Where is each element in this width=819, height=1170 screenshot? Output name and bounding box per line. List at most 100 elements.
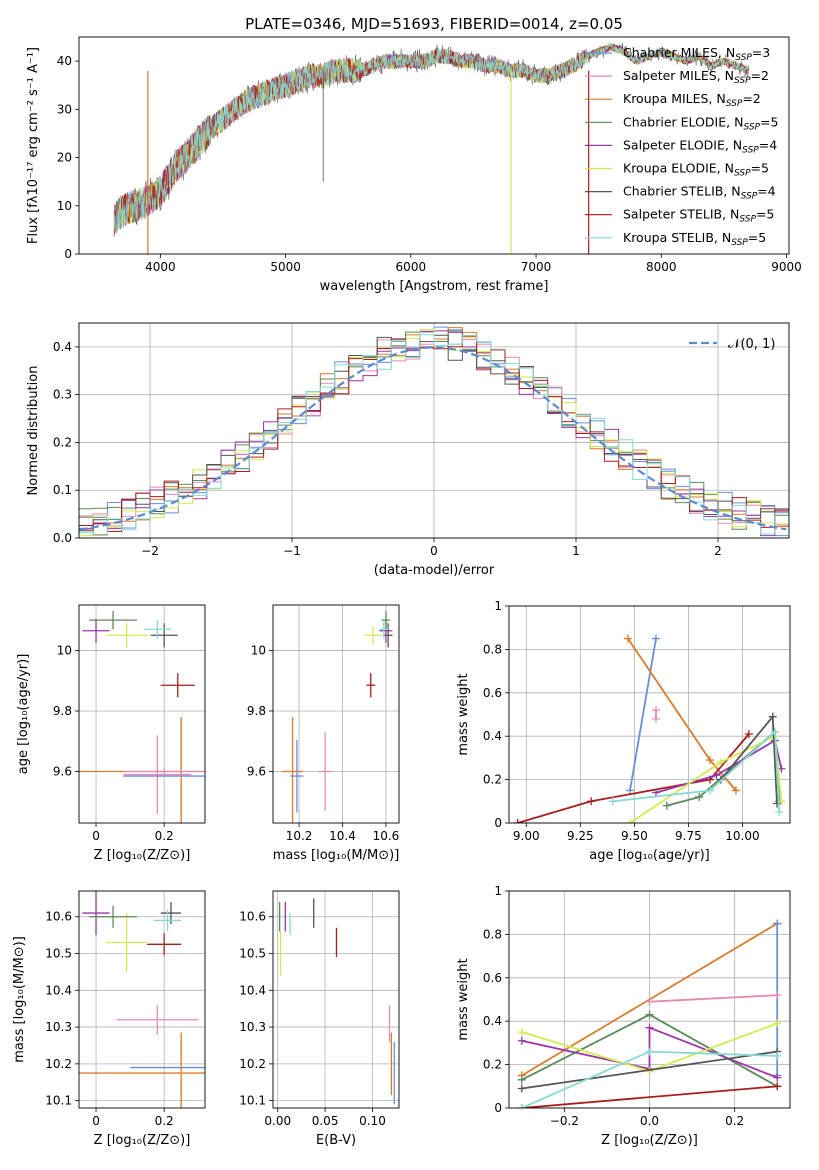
x-axis-label: (data-model)/error: [374, 563, 495, 578]
x-tick-label: 0: [430, 544, 438, 558]
legend-sub: SSP: [731, 238, 748, 248]
point-marker: [651, 634, 660, 643]
residuals-axes: [75, 323, 789, 542]
legend-text: =2: [742, 91, 760, 106]
histogram-series: [79, 334, 789, 538]
y-tick-label: 9.8: [53, 704, 72, 718]
series-line: [521, 1050, 778, 1090]
x-axis-label: age [log₁₀(age/yr)]: [589, 848, 710, 863]
x-axis-label: E(B-V): [316, 1133, 356, 1148]
point-marker: [773, 991, 782, 1000]
mass_vs_Z-axes: [75, 891, 205, 1112]
y-tick-label: 10.4: [239, 983, 266, 997]
y-tick-label: 0.8: [483, 642, 502, 656]
x-tick-label: 7000: [521, 260, 552, 274]
x-tick-label: 10.00: [725, 829, 759, 843]
point-marker: [651, 788, 660, 797]
x-axis-label: Z [log₁₀(Z/Z⊙)]: [601, 1133, 698, 1148]
y-tick-label: 10.2: [239, 1057, 266, 1071]
x-axis-label: mass [log₁₀(M/M⊙)]: [273, 848, 400, 863]
point-marker: [775, 808, 784, 817]
y-tick-label: 10: [251, 643, 266, 657]
y-tick-label: 30: [57, 102, 72, 116]
point-marker: [517, 1084, 526, 1093]
point-marker: [651, 706, 660, 715]
legend-text: Salpeter STELIB, N: [623, 207, 739, 222]
point-marker: [706, 786, 715, 795]
y-tick-label: 0.8: [483, 927, 502, 941]
age_vs_mass-axes: [269, 605, 399, 827]
normal-curve: [79, 346, 787, 531]
x-tick-label: −2: [141, 544, 159, 558]
legend-sub: SSP: [726, 99, 743, 109]
series-line: [655, 739, 783, 794]
y-tick-label: 0: [494, 1101, 502, 1115]
x-tick-label: 2: [714, 544, 722, 558]
spectrum-series: [113, 42, 749, 234]
y-tick-label: 10.5: [239, 947, 266, 961]
y-tick-label: 10.6: [45, 910, 72, 924]
y-tick-label: 0.2: [483, 1058, 502, 1072]
point-marker: [645, 1047, 654, 1056]
x-tick-label: 10.4: [329, 829, 356, 843]
y-tick-label: 0: [494, 816, 502, 830]
mw_vs_Z-lines: [517, 919, 782, 1108]
series-line: [517, 733, 750, 823]
y-tick-label: 10.2: [45, 1057, 72, 1071]
legend-text: =5: [748, 230, 766, 245]
spectrum-lines: [113, 42, 750, 254]
point-marker: [773, 1082, 782, 1091]
y-tick-label: 10.4: [45, 983, 72, 997]
point-marker: [517, 1028, 526, 1037]
x-tick-label: 10.6: [373, 829, 400, 843]
point-marker: [712, 771, 721, 780]
point-marker: [716, 758, 725, 767]
point-marker: [770, 727, 779, 736]
y-tick-label: 0.1: [53, 483, 72, 497]
y-tick-label: 0: [64, 247, 72, 261]
plot-frame: [78, 890, 206, 1109]
point-marker: [645, 1023, 654, 1032]
legend-text: Salpeter ELODIE, N: [623, 137, 742, 152]
legend-entry: Salpeter ELODIE, NSSP=4: [623, 137, 777, 155]
legend-text: Kroupa STELIB, N: [623, 230, 731, 245]
point-marker: [773, 919, 782, 928]
legend-sub: SSP: [734, 169, 751, 179]
y-tick-label: 9.6: [53, 765, 72, 779]
x-tick-label: 0: [92, 829, 100, 843]
y-tick-label: 0.4: [53, 340, 72, 354]
y-tick-label: 0.2: [53, 435, 72, 449]
plot-frame: [78, 604, 206, 824]
mass_vs_EBV-points: [278, 898, 395, 1105]
x-tick-label: −0.2: [550, 1114, 579, 1128]
x-tick-label: 4000: [145, 260, 176, 274]
legend-text: Kroupa ELODIE, N: [623, 161, 734, 176]
x-tick-label: −1: [283, 544, 301, 558]
y-axis-label: Normed distribution: [26, 366, 41, 496]
x-tick-label: 0.2: [725, 1114, 744, 1128]
y-tick-label: 0.3: [53, 388, 72, 402]
point-marker: [587, 797, 596, 806]
legend-text: =2: [751, 68, 769, 83]
point-marker: [645, 997, 654, 1006]
point-marker: [608, 797, 617, 806]
age_vs_Z-points: [79, 611, 205, 823]
y-tick-label: 10.5: [45, 947, 72, 961]
legend-sub: SSP: [743, 122, 760, 132]
y-axis-label: mass weight: [456, 673, 471, 755]
point-marker: [744, 730, 753, 739]
legend-sub: SSP: [742, 145, 759, 155]
point-marker: [517, 1104, 526, 1108]
y-tick-label: 9.8: [247, 704, 266, 718]
x-tick-label: 0.10: [359, 1114, 386, 1128]
y-axis-label: mass [log₁₀(M/M⊙)]: [12, 936, 27, 1063]
point-marker: [645, 1010, 654, 1019]
x-tick-label: 6000: [396, 260, 427, 274]
point-marker: [773, 799, 782, 808]
legend-text: Kroupa MILES, N: [623, 91, 726, 106]
legend-text: =3: [752, 45, 770, 60]
plot-frame: [272, 890, 400, 1109]
point-marker: [662, 801, 671, 810]
x-tick-label: 9.00: [513, 829, 540, 843]
x-tick-label: 9.75: [675, 829, 702, 843]
